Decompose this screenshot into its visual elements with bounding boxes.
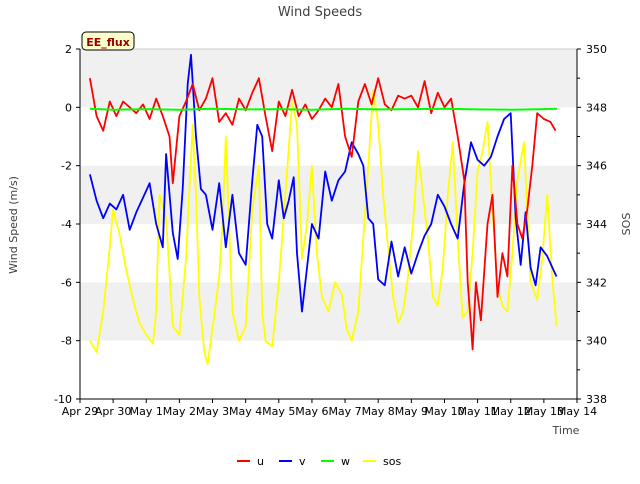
grid-band xyxy=(80,49,577,108)
y-tick-label: -10 xyxy=(54,393,72,406)
y-tick-label: -2 xyxy=(61,160,72,173)
x-tick-label: May 13 xyxy=(524,405,564,418)
x-tick-label: May 9 xyxy=(395,405,428,418)
series-line-w xyxy=(89,107,558,111)
x-tick-label: Apr 30 xyxy=(95,405,132,418)
y-tick-label: 2 xyxy=(65,43,72,56)
x-tick-label: May 2 xyxy=(163,405,196,418)
y2-tick-label: 350 xyxy=(586,43,607,56)
y-tick-label: -8 xyxy=(61,335,72,348)
y-tick-label: -4 xyxy=(61,218,72,231)
x-tick-label: May 11 xyxy=(457,405,497,418)
x-tick-label: May 4 xyxy=(229,405,262,418)
x-tick-label: May 1 xyxy=(130,405,163,418)
site-badge-box xyxy=(81,31,135,51)
y2-tick-label: 346 xyxy=(586,160,607,173)
series-line-u xyxy=(89,77,557,351)
y-tick-label: 0 xyxy=(65,101,72,114)
legend-label-w: w xyxy=(341,455,350,468)
legend-label-v: v xyxy=(299,455,306,468)
y2-axis-label: SOS xyxy=(620,213,633,236)
series-line-v xyxy=(89,53,558,313)
x-tick-label: May 14 xyxy=(557,405,597,418)
legend: u v w sos xyxy=(237,455,401,468)
grid-band xyxy=(80,107,577,166)
series-layer xyxy=(89,53,558,365)
y-tick-label: -6 xyxy=(61,276,72,289)
x-axis-label: Time xyxy=(552,424,580,437)
x-tick-label: May 6 xyxy=(295,405,328,418)
y2-tick-label: 338 xyxy=(586,393,607,406)
x-tick-label: May 12 xyxy=(491,405,531,418)
x-tick-label: Apr 29 xyxy=(62,405,99,418)
y2-tick-label: 342 xyxy=(586,276,607,289)
x-tick-label: May 10 xyxy=(424,405,464,418)
x-tick-label: May 5 xyxy=(262,405,295,418)
grid-band xyxy=(80,340,577,399)
y2-tick-label: 348 xyxy=(586,101,607,114)
x-tick-label: May 8 xyxy=(362,405,395,418)
y2-tick-label: 344 xyxy=(586,218,607,231)
site-badge: EE_flux xyxy=(81,31,135,51)
legend-label-u: u xyxy=(257,455,264,468)
site-badge-label: EE_flux xyxy=(86,36,130,49)
y-axis-label: Wind Speed (m/s) xyxy=(7,176,20,274)
background-bands xyxy=(80,49,577,399)
x-tick-label: May 3 xyxy=(196,405,229,418)
x-tick-label: May 7 xyxy=(328,405,361,418)
legend-label-sos: sos xyxy=(383,455,401,468)
y2-tick-label: 340 xyxy=(586,335,607,348)
axes: -10 -8 -6 -4 -2 0 2 338 340 342 344 346 348 350 Apr 29… xyxy=(54,43,607,418)
chart-title: Wind Speeds xyxy=(278,5,363,20)
